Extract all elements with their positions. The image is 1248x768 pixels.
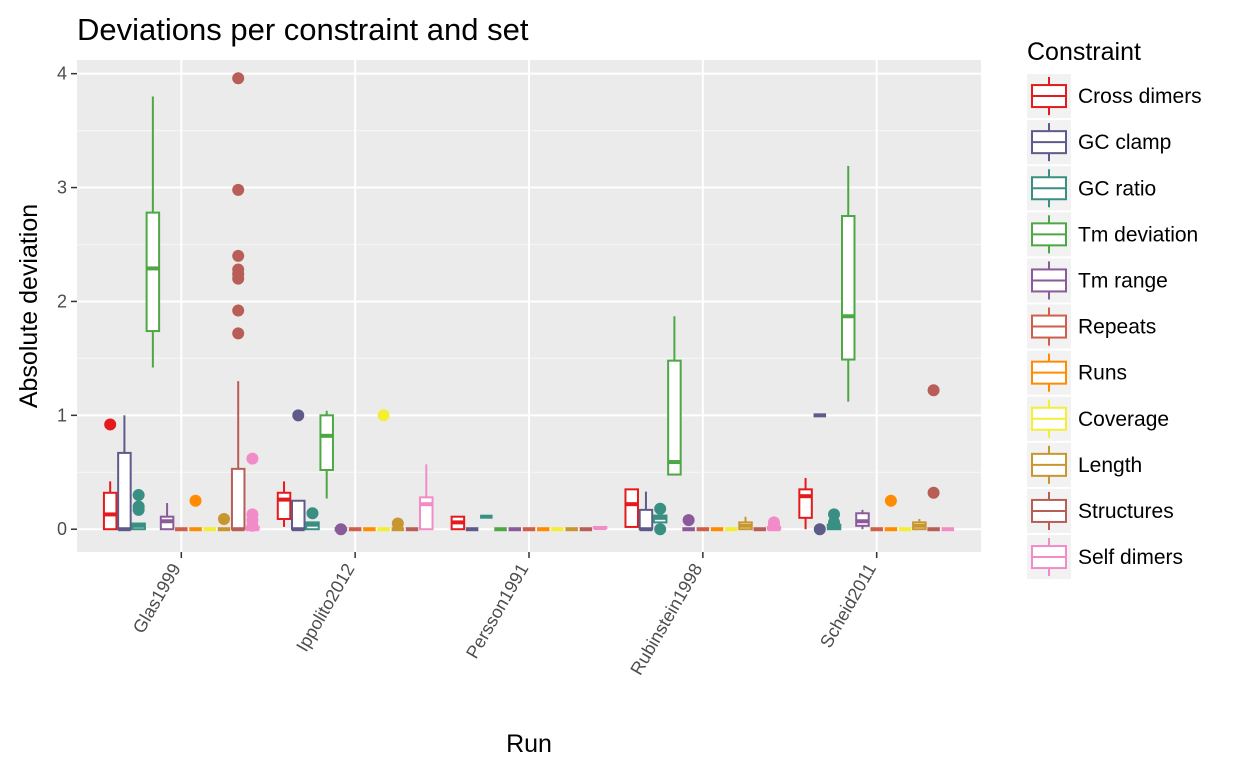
legend-label: Coverage [1078, 408, 1169, 431]
legend-label: Tm deviation [1078, 223, 1198, 246]
outlier-point [927, 486, 940, 499]
box [624, 488, 639, 528]
outlier-point [292, 409, 305, 422]
box [145, 211, 161, 333]
box [667, 359, 682, 476]
series-self-dimers [245, 452, 955, 532]
outlier-point [828, 516, 841, 529]
legend-item: Structures [1027, 488, 1174, 533]
x-tick-label: Rubinstein1998 [626, 560, 706, 678]
series-tm-deviation [145, 96, 856, 532]
legend-item: GC ratio [1027, 166, 1156, 211]
outlier-point [132, 489, 145, 502]
legend-item: Tm deviation [1027, 212, 1198, 257]
outlier-point [189, 494, 202, 507]
series-runs [189, 494, 898, 532]
outlier-point [232, 304, 245, 317]
series-cross-dimers [102, 418, 813, 531]
legend-label: GC clamp [1078, 131, 1171, 154]
series-length [217, 512, 927, 532]
outlier-point [246, 519, 259, 532]
outlier-point [884, 494, 897, 507]
chart-title: Deviations per constraint and set [77, 12, 529, 47]
legend-item: Length [1027, 442, 1142, 487]
legend-item: GC clamp [1027, 120, 1171, 165]
box [230, 467, 246, 531]
x-tick-label: Glas1999 [129, 560, 185, 637]
legend-item: Cross dimers [1027, 74, 1202, 119]
legend-label: Length [1078, 454, 1142, 477]
legend-item: Self dimers [1027, 535, 1183, 580]
legend-label: Repeats [1078, 316, 1156, 339]
legend-label: Cross dimers [1078, 85, 1202, 108]
outlier-point [654, 502, 667, 515]
outlier-point [927, 384, 940, 397]
legend-item: Coverage [1027, 396, 1169, 441]
series-gc-clamp [117, 409, 827, 536]
box [840, 215, 856, 361]
outlier-point [813, 523, 826, 536]
y-axis-title: Absolute deviation [15, 204, 43, 408]
outlier-point [767, 518, 780, 531]
series-coverage [203, 409, 912, 532]
outlier-point [232, 327, 245, 340]
y-tick-label: 3 [57, 178, 67, 198]
y-axis: 0 1 2 3 4 [57, 64, 77, 539]
legend-label: Self dimers [1078, 546, 1183, 569]
boxplot-marks [102, 72, 955, 536]
box [419, 496, 434, 531]
legend-item: Runs [1027, 350, 1127, 395]
series-tm-range [159, 503, 870, 536]
y-tick-label: 2 [57, 291, 67, 311]
x-axis: Glas1999 Ippolito2012 Persson1991 Rubinstei… [129, 552, 880, 678]
outlier-point [232, 72, 245, 85]
outlier-point [232, 249, 245, 262]
box [102, 491, 118, 531]
box [117, 451, 132, 531]
legend-item: Tm range [1027, 258, 1168, 303]
outlier-point [654, 523, 667, 536]
outlier-point [246, 452, 259, 465]
outlier-point [682, 514, 695, 527]
x-axis-title: Run [506, 730, 552, 758]
x-tick-label: Persson1991 [462, 560, 532, 662]
y-tick-label: 4 [57, 64, 67, 84]
x-tick-label: Scheid2011 [816, 560, 880, 651]
box [319, 414, 334, 472]
legend-label: Runs [1078, 362, 1127, 385]
outlier-point [104, 418, 117, 431]
box [638, 508, 654, 531]
series-structures [230, 72, 940, 532]
outlier-point [334, 523, 347, 536]
series-gc-ratio [131, 489, 842, 536]
y-tick-label: 1 [57, 405, 67, 425]
box [291, 499, 306, 531]
outlier-point [306, 507, 319, 520]
outlier-point [377, 409, 390, 422]
outlier-point [232, 272, 245, 285]
legend-item: Repeats [1027, 304, 1156, 349]
outlier-point [132, 503, 145, 516]
x-tick-label: Ippolito2012 [292, 560, 358, 655]
box [276, 491, 292, 520]
legend: Constraint Cross dimers GC clamp GC ratio T… [1027, 38, 1202, 580]
legend-label: GC ratio [1078, 177, 1156, 200]
grid-major [77, 60, 981, 552]
legend-title: Constraint [1027, 38, 1141, 66]
outlier-point [232, 183, 245, 196]
outlier-point [391, 517, 404, 530]
outlier-point [217, 512, 230, 525]
y-tick-label: 0 [57, 519, 67, 539]
box [798, 488, 813, 519]
legend-label: Structures [1078, 500, 1174, 523]
legend-label: Tm range [1078, 269, 1168, 292]
